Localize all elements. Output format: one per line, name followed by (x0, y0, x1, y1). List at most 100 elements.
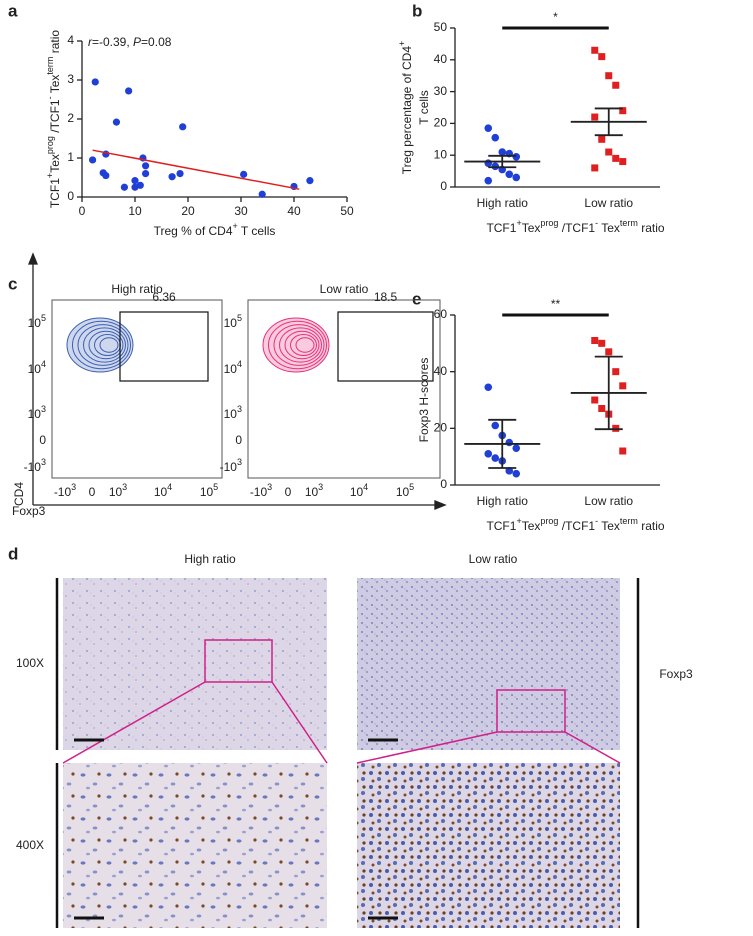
point (619, 107, 627, 115)
text-part: /TCF1 (558, 519, 595, 533)
point (120, 183, 128, 191)
text-part: 10 (28, 316, 42, 330)
text-part: /TCF1 (48, 99, 62, 136)
contour (77, 324, 129, 366)
plot-title: High ratio (111, 282, 163, 296)
text-part: 10 (28, 362, 42, 376)
text-part: + (516, 516, 521, 526)
point (605, 348, 613, 356)
text-part: - (595, 218, 598, 228)
plot-frame (247, 299, 441, 479)
flow-x-label: Foxp3 (12, 504, 46, 518)
point (591, 396, 599, 404)
y-axis-label: T cells (417, 90, 431, 124)
y-tick-label: -103 (220, 457, 242, 474)
text-part: 3 (41, 457, 46, 467)
text-part: -10 (220, 460, 238, 474)
y-tick-label: 3 (67, 72, 74, 86)
y-tick-label: 10 (434, 147, 448, 161)
point (491, 454, 500, 462)
x-tick-label: 10 (128, 204, 142, 218)
flow-y-label: CD4 (12, 482, 26, 506)
point (619, 382, 627, 390)
text-part: 10 (224, 362, 238, 376)
x-axis-label: Treg % of CD4+ T cells (154, 221, 276, 238)
x-tick-label: 40 (287, 204, 301, 218)
text-part: 10 (224, 407, 238, 421)
text-part: 0 (39, 433, 46, 447)
text-part: 0 (89, 485, 96, 499)
point (505, 438, 514, 447)
text-part: 3 (267, 482, 272, 492)
y-tick-label: 0 (235, 433, 242, 447)
text-part: 4 (167, 482, 172, 492)
y-tick-label: 104 (28, 359, 46, 376)
text-part: 3 (237, 404, 242, 414)
text-part: 5 (409, 482, 414, 492)
text-part: 10 (109, 485, 123, 499)
y-tick-label: -103 (24, 457, 46, 474)
text-part: 4 (41, 359, 46, 369)
contour (88, 330, 124, 360)
x-axis-label: TCF1+Texprog /TCF1- Texterm ratio (486, 218, 664, 235)
text-part: Foxp3 H-scores (417, 358, 431, 443)
point (176, 170, 184, 178)
point (591, 164, 599, 172)
contour (83, 327, 126, 363)
y-tick-label: 105 (28, 313, 46, 330)
text-part: TCF1 (486, 221, 516, 235)
x-tick-label: Low ratio (584, 196, 633, 210)
point (306, 177, 314, 185)
text-part: 4 (237, 359, 242, 369)
point (598, 339, 606, 347)
row-label: 400X (16, 838, 44, 852)
text-part: r (88, 35, 93, 49)
x-tick-label: 0 (285, 485, 292, 499)
y-axis-label: Foxp3 H-scores (417, 358, 431, 443)
text-part: 5 (213, 482, 218, 492)
gate (119, 311, 209, 382)
panel-letter: d (8, 544, 18, 563)
point (168, 173, 176, 181)
significance-label: * (553, 10, 558, 24)
x-tick-label: -103 (54, 482, 76, 499)
point (591, 46, 599, 54)
text-part: =-0.39, (92, 35, 133, 49)
plot-title: Low ratio (320, 282, 369, 296)
point (612, 154, 620, 162)
contour (284, 330, 320, 360)
text-part: -10 (24, 460, 42, 474)
text-part: TCF1 (486, 519, 516, 533)
point (142, 162, 150, 170)
y-axis-label: Treg percentage of CD4+ (397, 41, 414, 175)
text-part: term (620, 516, 638, 526)
point (131, 177, 139, 185)
point (258, 190, 266, 198)
point (512, 444, 521, 452)
x-tick-label: 105 (396, 482, 414, 499)
text-part: 10 (305, 485, 319, 499)
micrograph (63, 763, 327, 928)
point (605, 148, 613, 156)
y-tick-label: 103 (28, 404, 46, 421)
point (179, 123, 187, 131)
point (136, 181, 144, 189)
y-tick-label: 104 (224, 359, 242, 376)
point (512, 173, 521, 182)
x-tick-label: 103 (109, 482, 127, 499)
text-part: Tex (598, 221, 620, 235)
x-tick-label: 20 (181, 204, 195, 218)
text-part: 5 (41, 313, 46, 323)
panel-letter: e (412, 289, 421, 308)
text-part: 10 (224, 316, 238, 330)
point (91, 78, 99, 86)
text-part: 4 (363, 482, 368, 492)
point (240, 170, 248, 178)
text-part: /TCF1 (558, 221, 595, 235)
point (484, 383, 493, 392)
gate (337, 311, 434, 382)
y-tick-label: 0 (67, 189, 74, 203)
text-part: ratio (638, 221, 665, 235)
x-tick-label: High ratio (477, 494, 529, 508)
